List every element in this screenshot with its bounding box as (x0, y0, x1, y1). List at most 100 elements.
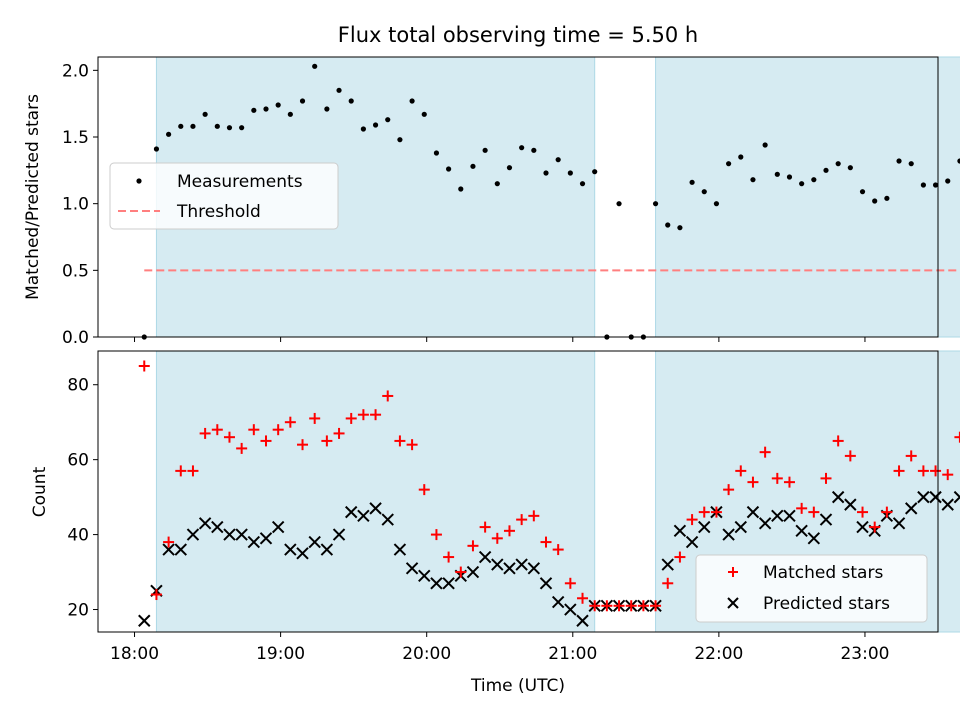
matched-star-point (577, 592, 589, 604)
measurement-point (932, 182, 939, 188)
matched-star-point (284, 416, 296, 428)
matched-star-point (406, 439, 418, 451)
matched-star-point (138, 360, 150, 372)
matched-star-point (686, 514, 698, 526)
predicted-star-point (284, 543, 297, 556)
measurement-point (239, 125, 245, 131)
measurement-point (214, 123, 220, 129)
measurement-point (713, 201, 720, 207)
bottom-y-axis-label: Count (30, 466, 50, 517)
predicted-star-point (271, 520, 285, 534)
measurement-point (226, 125, 233, 131)
matched-star-point (942, 469, 954, 481)
measurement-point (665, 222, 671, 228)
top-y-axis-label: Matched/Predicted stars (23, 94, 43, 300)
bottom-y-ticks: 20 40 60 80 (67, 376, 98, 621)
measurement-point (348, 98, 354, 104)
matched-star-point (528, 510, 540, 522)
predicted-star-point (491, 558, 504, 571)
measurement-point (750, 177, 756, 183)
top-legend: Measurements Threshold (109, 162, 339, 230)
predicted-star-point (515, 558, 528, 571)
matched-star-point (613, 600, 625, 612)
predicted-star-point (892, 517, 906, 530)
x-tick-label: 21:00 (548, 644, 597, 664)
measurement-point (275, 102, 281, 108)
measurement-point (945, 178, 951, 184)
matched-star-point (236, 442, 248, 454)
predicted-star-point (247, 535, 261, 549)
predicted-star-point (138, 614, 151, 627)
measurement-point (543, 170, 549, 176)
measurement-point (470, 163, 476, 169)
measurement-point (421, 111, 427, 117)
matched-star-point (698, 506, 710, 518)
matched-star-point (881, 506, 893, 518)
predicted-star-point (941, 498, 954, 511)
measurement-point (762, 142, 768, 148)
legend-threshold-label: Threshold (176, 202, 261, 222)
matched-star-point (297, 439, 309, 451)
matched-star-point (309, 412, 321, 424)
predicted-star-point (929, 490, 942, 504)
matched-star-point (260, 435, 272, 447)
matched-star-point (321, 435, 333, 447)
predicted-star-point (917, 490, 930, 504)
matched-star-point (163, 536, 175, 548)
predicted-star-point (673, 524, 687, 538)
matched-star-point (662, 577, 674, 589)
predicted-star-point (734, 520, 747, 534)
predicted-star-point (831, 490, 845, 504)
bottom-legend: Matched stars Predicted stars (695, 554, 928, 623)
bottom-axes-frame (97, 350, 939, 633)
predicted-star-point (320, 543, 334, 556)
predicted-star-point (478, 550, 492, 564)
matched-star-point (272, 424, 284, 436)
matched-star-point (540, 536, 552, 548)
predicted-star-point (162, 543, 175, 556)
matched-star-point (735, 465, 747, 477)
matched-star-point (917, 465, 929, 477)
matched-star-point (650, 600, 662, 612)
matched-star-point (333, 427, 345, 439)
measurement-point (397, 137, 403, 143)
measurement-point (263, 106, 269, 112)
predicted-star-point (698, 520, 711, 534)
predicted-star-point (430, 577, 443, 590)
matched-star-point (796, 502, 808, 514)
matched-star-point (589, 600, 601, 612)
measurement-point (786, 174, 793, 180)
predicted-star-point (844, 498, 857, 511)
legend-predicted-marker (727, 597, 739, 609)
measurement-point (446, 166, 452, 172)
matched-star-point (199, 427, 211, 439)
matched-star-point (370, 409, 382, 421)
predicted-star-point (722, 528, 735, 541)
measurement-point (823, 167, 829, 173)
predicted-star-point (539, 577, 553, 590)
x-tick-label: 19:00 (256, 644, 305, 664)
predicted-star-point (418, 569, 431, 583)
matched-star-point (808, 506, 820, 518)
predicted-star-point (296, 547, 309, 560)
measurement-point (251, 107, 257, 113)
predicted-star-point (186, 528, 200, 541)
matched-star-point (723, 484, 735, 496)
predicted-star-point (369, 502, 382, 515)
measurement-point (920, 182, 926, 188)
predicted-star-point (795, 524, 808, 538)
predicted-star-point (661, 558, 674, 571)
predicted-star-point (527, 562, 541, 575)
predicted-star-point (357, 509, 370, 523)
x-tick-label: 20:00 (402, 644, 451, 664)
measurement-point (324, 106, 330, 112)
measurement-point (372, 122, 379, 128)
predicted-star-point (685, 535, 699, 549)
predicted-star-point (393, 543, 407, 556)
x-tick-label: 23:00 (840, 644, 889, 664)
measurement-point (385, 117, 391, 123)
measurement-point (202, 111, 208, 117)
predicted-star-point (198, 517, 212, 530)
